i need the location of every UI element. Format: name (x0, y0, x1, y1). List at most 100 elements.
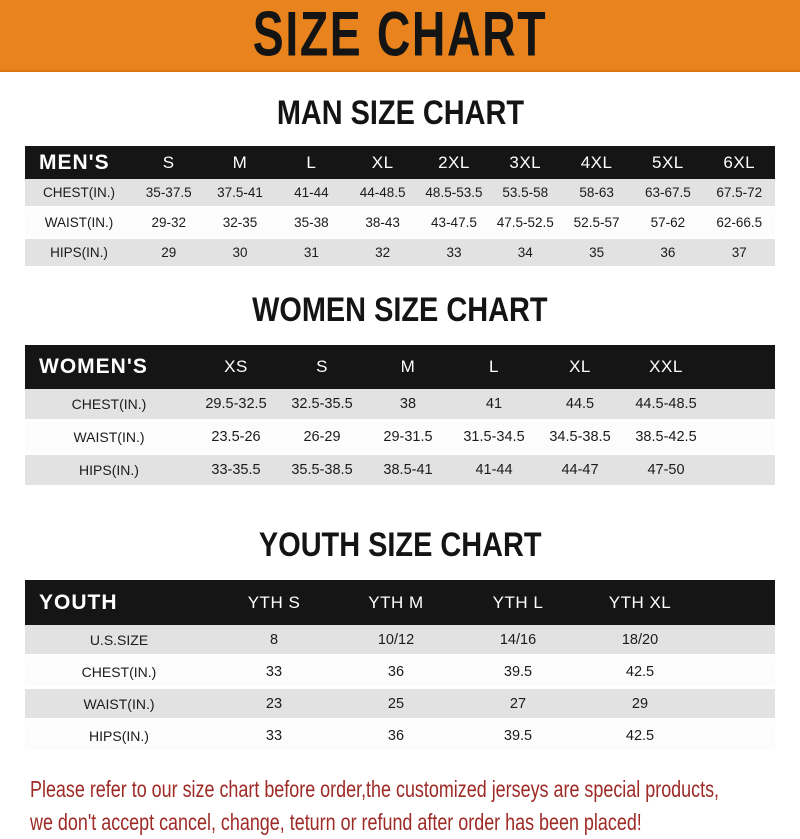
footer-line-1: Please refer to our size chart before or… (30, 776, 720, 802)
table-cell: 44.5 (537, 389, 623, 422)
spacer-cell (701, 580, 775, 625)
table-cell: 29-31.5 (365, 420, 451, 455)
youth-section-heading-text: YOUTH SIZE CHART (258, 526, 542, 564)
youth-table-header-row: YOUTH YTH S YTH M YTH L YTH XL (25, 580, 775, 625)
row-label: CHEST(IN.) (25, 655, 213, 689)
table-cell: 42.5 (579, 719, 701, 753)
table-cell: 32.5-35.5 (279, 389, 365, 422)
table-cell: 39.5 (457, 719, 579, 753)
table-cell: 38.5-42.5 (623, 420, 709, 455)
row-label: CHEST(IN.) (25, 179, 134, 209)
column-header: YTH M (368, 592, 424, 612)
column-header: XL (371, 152, 394, 172)
table-cell: 23.5-26 (193, 420, 279, 455)
table-cell: 36 (335, 655, 457, 689)
spacer-cell (701, 655, 775, 689)
table-cell: 58-63 (560, 179, 633, 209)
table-cell: 23 (213, 687, 335, 721)
column-header: M (400, 357, 416, 376)
table-cell: 47-50 (623, 453, 709, 488)
row-label: CHEST(IN.) (25, 389, 193, 422)
table-cell: 33 (213, 719, 335, 753)
table-cell: 37 (703, 237, 775, 269)
row-label: WAIST(IN.) (25, 687, 213, 721)
youth-size-table: YOUTH YTH S YTH M YTH L YTH XL U.S.SIZE … (25, 580, 775, 753)
spacer-cell (709, 389, 775, 422)
row-label: HIPS(IN.) (25, 237, 134, 269)
spacer-cell (709, 345, 775, 389)
table-cell: 10/12 (335, 625, 457, 657)
table-cell: 41 (451, 389, 537, 422)
row-label: HIPS(IN.) (25, 453, 193, 488)
table-cell: 27 (457, 687, 579, 721)
women-section-heading-text: WOMEN SIZE CHART (252, 291, 548, 329)
womens-size-table: WOMEN'S XS S M L XL XXL CHEST(IN.) 29.5-… (25, 345, 775, 488)
size-chart-banner: SIZE CHART (0, 0, 800, 72)
column-header: XXL (649, 357, 683, 376)
mens-size-table: MEN'S S M L XL 2XL 3XL 4XL 5XL 6XL CHEST… (25, 146, 775, 269)
column-header: 2XL (438, 152, 470, 172)
table-cell: 37.5-41 (204, 179, 276, 209)
table-cell: 35-38 (275, 207, 347, 239)
table-cell: 14/16 (457, 625, 579, 657)
mens-table-header-label: MEN'S (39, 150, 110, 174)
column-header: XS (224, 357, 248, 376)
table-cell: 34 (489, 237, 561, 269)
spacer-cell (701, 719, 775, 753)
table-cell: 29 (133, 237, 205, 269)
spacer-cell (701, 687, 775, 721)
footer-line-2: we don't accept cancel, change, teturn o… (30, 809, 642, 835)
mens-table-header-row: MEN'S S M L XL 2XL 3XL 4XL 5XL 6XL (25, 146, 775, 179)
table-cell: 62-66.5 (703, 207, 775, 239)
table-cell: 53.5-58 (489, 179, 561, 209)
table-row: HIPS(IN.) 33 36 39.5 42.5 (25, 719, 775, 753)
column-header: M (232, 152, 248, 172)
table-cell: 42.5 (579, 655, 701, 689)
womens-table-header-label: WOMEN'S (39, 355, 148, 378)
column-header: YTH L (492, 592, 544, 612)
table-cell: 38.5-41 (365, 453, 451, 488)
table-row: WAIST(IN.) 23.5-26 26-29 29-31.5 31.5-34… (25, 420, 775, 455)
youth-section-heading: YOUTH SIZE CHART (0, 528, 800, 562)
table-cell: 44-47 (537, 453, 623, 488)
womens-table-header-row: WOMEN'S XS S M L XL XXL (25, 345, 775, 389)
women-section-heading: WOMEN SIZE CHART (0, 293, 800, 327)
man-section-heading-text: MAN SIZE CHART (276, 94, 524, 132)
spacer-cell (709, 420, 775, 455)
table-row: U.S.SIZE 8 10/12 14/16 18/20 (25, 625, 775, 657)
column-header: XL (569, 357, 591, 376)
banner-title: SIZE CHART (252, 0, 548, 70)
table-cell: 35.5-38.5 (279, 453, 365, 488)
column-header: L (306, 152, 317, 172)
table-cell: 36 (335, 719, 457, 753)
table-cell: 35 (560, 237, 633, 269)
table-cell: 31 (275, 237, 347, 269)
table-cell: 52.5-57 (560, 207, 633, 239)
youth-table-header-label: YOUTH (39, 590, 118, 614)
table-cell: 30 (204, 237, 276, 269)
table-row: CHEST(IN.) 33 36 39.5 42.5 (25, 655, 775, 689)
table-cell: 63-67.5 (632, 179, 704, 209)
table-cell: 57-62 (632, 207, 704, 239)
table-cell: 38 (365, 389, 451, 422)
table-row: CHEST(IN.) 29.5-32.5 32.5-35.5 38 41 44.… (25, 389, 775, 422)
table-cell: 41-44 (275, 179, 347, 209)
table-cell: 33-35.5 (193, 453, 279, 488)
table-cell: 25 (335, 687, 457, 721)
column-header: S (316, 357, 328, 376)
row-label: HIPS(IN.) (25, 719, 213, 753)
column-header: 6XL (723, 152, 756, 172)
table-cell: 8 (213, 625, 335, 657)
spacer-cell (701, 625, 775, 657)
table-cell: 32-35 (204, 207, 276, 239)
table-cell: 67.5-72 (703, 179, 775, 209)
table-cell: 35-37.5 (133, 179, 205, 209)
table-cell: 47.5-52.5 (489, 207, 561, 239)
column-header: 4XL (580, 152, 613, 172)
row-label: U.S.SIZE (25, 625, 213, 657)
table-cell: 31.5-34.5 (451, 420, 537, 455)
row-label: WAIST(IN.) (25, 420, 193, 455)
table-cell: 33 (418, 237, 490, 269)
table-cell: 26-29 (279, 420, 365, 455)
table-cell: 29 (579, 687, 701, 721)
